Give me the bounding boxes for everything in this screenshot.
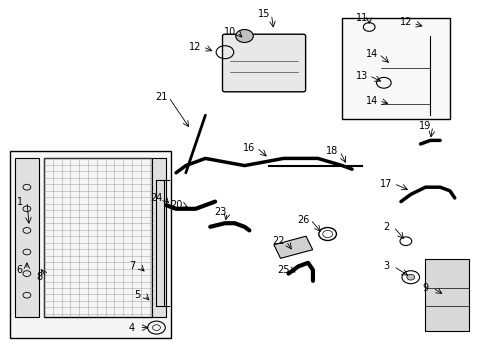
Text: 6: 6 (17, 265, 22, 275)
Text: 1: 1 (17, 197, 22, 207)
Text: 7: 7 (129, 261, 135, 271)
Circle shape (235, 30, 253, 42)
Text: 14: 14 (365, 96, 377, 106)
Text: 10: 10 (223, 27, 236, 37)
Circle shape (406, 274, 414, 280)
Bar (15, 158, 39, 317)
Text: 25: 25 (277, 265, 289, 275)
Bar (425, 259, 468, 331)
Text: 14: 14 (365, 49, 377, 59)
FancyBboxPatch shape (222, 34, 305, 92)
Text: 16: 16 (243, 143, 255, 153)
Text: 12: 12 (189, 42, 202, 52)
Text: 26: 26 (296, 215, 309, 225)
Text: 2: 2 (383, 222, 388, 232)
Text: 8: 8 (36, 272, 42, 282)
Bar (44, 158, 151, 317)
Text: 11: 11 (355, 13, 367, 23)
Text: 3: 3 (383, 261, 388, 271)
Text: 15: 15 (257, 9, 270, 19)
Text: 21: 21 (155, 92, 167, 102)
Text: 12: 12 (399, 17, 411, 27)
FancyBboxPatch shape (10, 151, 171, 338)
Text: 9: 9 (422, 283, 427, 293)
Text: 18: 18 (325, 146, 338, 156)
Bar (151, 158, 166, 317)
Text: 5: 5 (134, 290, 140, 300)
Text: 17: 17 (379, 179, 392, 189)
Bar (273, 236, 312, 258)
FancyBboxPatch shape (342, 18, 449, 119)
Text: 23: 23 (213, 207, 226, 217)
Text: 20: 20 (169, 200, 182, 210)
Text: 4: 4 (129, 323, 135, 333)
Text: 13: 13 (355, 71, 367, 81)
Text: 24: 24 (150, 193, 163, 203)
Text: 19: 19 (418, 121, 431, 131)
Text: 22: 22 (272, 236, 285, 246)
